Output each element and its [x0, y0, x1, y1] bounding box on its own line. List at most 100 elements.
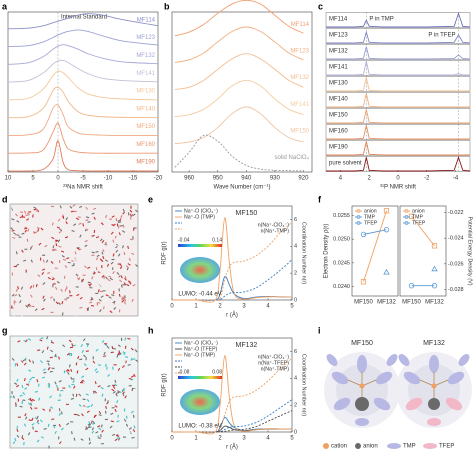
molecule — [23, 210, 27, 214]
series-line — [7, 140, 158, 172]
molecule — [72, 204, 76, 207]
x-tick-label: MF132 — [377, 300, 396, 306]
molecule — [93, 216, 96, 220]
diagram-title: MF132 — [423, 340, 445, 347]
molecule — [45, 286, 49, 289]
colorbar-label: -0.04 — [178, 237, 190, 243]
molecule — [105, 405, 108, 409]
molecule — [131, 280, 133, 284]
molecule — [78, 248, 82, 251]
molecule — [36, 415, 39, 419]
molecule — [81, 409, 85, 413]
y-tick-label: -0.026 — [448, 261, 464, 267]
series-line — [171, 357, 293, 433]
molecule — [82, 223, 85, 227]
molecule — [15, 251, 18, 255]
x-tick-label: 5 — [290, 304, 294, 310]
molecule — [32, 426, 34, 430]
molecule — [130, 347, 134, 351]
molecule — [74, 251, 77, 255]
series-label: MF114 — [329, 17, 348, 23]
molecule — [24, 413, 27, 417]
molecule — [15, 263, 20, 267]
molecule — [41, 401, 44, 405]
molecule — [91, 427, 94, 431]
molecule — [122, 351, 126, 354]
molecule — [27, 287, 31, 292]
molecule — [73, 437, 76, 441]
molecule — [59, 228, 63, 232]
legend-label: n(Na⁺-TFEP) — [258, 360, 289, 366]
molecule — [33, 231, 37, 234]
molecule — [127, 274, 130, 278]
plot-frame — [351, 205, 399, 297]
molecule — [125, 423, 129, 427]
molecule — [93, 207, 97, 210]
molecule — [95, 236, 100, 239]
molecule — [31, 345, 34, 349]
molecule — [88, 421, 91, 425]
molecule — [119, 279, 123, 283]
molecule — [104, 343, 108, 347]
x-tick-label: 950 — [213, 176, 224, 182]
molecule — [116, 420, 120, 423]
molecule — [135, 359, 139, 363]
molecule — [106, 263, 110, 267]
molecule — [65, 437, 69, 441]
molecule — [57, 218, 61, 222]
molecule — [21, 232, 25, 235]
molecule — [95, 267, 98, 271]
molecule — [73, 258, 77, 262]
x-tick-label: 2 — [368, 176, 372, 182]
molecule — [52, 306, 56, 310]
series-line — [326, 93, 470, 108]
series-label: MF150 — [136, 124, 155, 130]
molecule — [98, 285, 102, 289]
molecule — [23, 362, 27, 366]
molecule — [128, 427, 132, 430]
molecule — [124, 275, 127, 279]
molecule — [98, 427, 102, 431]
molecule — [121, 270, 125, 273]
molecule — [112, 211, 116, 214]
molecule — [95, 431, 99, 434]
molecule — [15, 213, 18, 217]
marker — [383, 226, 390, 233]
molecule — [28, 369, 32, 372]
molecule — [114, 438, 118, 442]
x-tick-label: -15 — [129, 176, 138, 182]
molecule — [38, 276, 42, 280]
molecule — [79, 255, 83, 259]
molecule — [112, 253, 115, 257]
molecule — [34, 390, 38, 393]
annotation: P in TFEP — [428, 33, 455, 39]
molecule — [51, 278, 55, 281]
series-line — [174, 134, 304, 172]
legend-label: TFEP — [412, 220, 426, 226]
row-frame — [325, 108, 471, 124]
molecule — [110, 412, 114, 415]
panel-label: f — [318, 194, 322, 204]
molecule — [29, 398, 33, 402]
molecule — [114, 232, 117, 236]
legend-label: n(Na⁺-ClO₄⁻) — [258, 354, 289, 360]
molecule — [75, 400, 79, 403]
molecule — [91, 219, 95, 222]
molecule — [59, 390, 63, 394]
molecule — [114, 339, 118, 342]
molecule — [121, 388, 124, 393]
molecule — [98, 410, 102, 415]
molecule — [37, 303, 42, 306]
molecule — [99, 283, 102, 287]
solvation-diagram: MF150 MF132 cation anion TMP TFEP — [323, 340, 472, 450]
molecule — [132, 284, 136, 287]
molecule — [41, 429, 44, 433]
molecule — [125, 205, 129, 209]
series-line — [7, 59, 159, 83]
molecule — [79, 296, 83, 300]
molecule — [34, 211, 38, 215]
x-tick-label: 5 — [290, 436, 294, 442]
y-tick-label: -0.022 — [448, 210, 464, 216]
molecule — [46, 422, 50, 425]
molecule — [84, 244, 88, 248]
